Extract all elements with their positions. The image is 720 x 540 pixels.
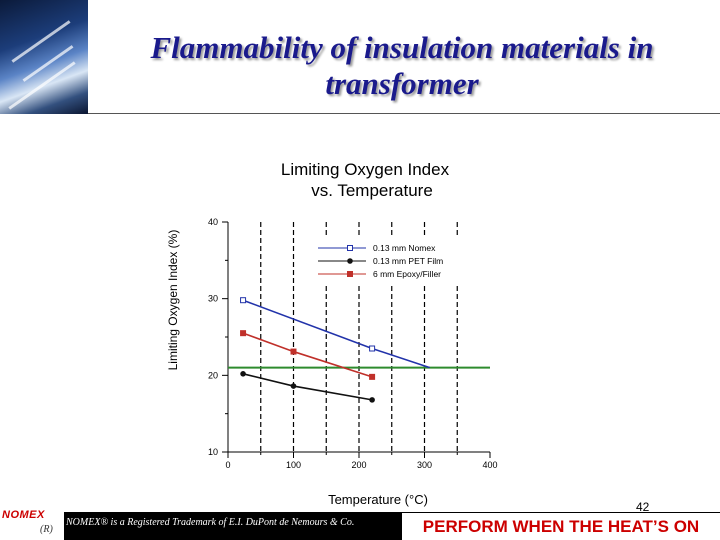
x-tick-label: 400 [482,460,497,470]
trademark-note: NOMEX® is a Registered Trademark of E.I.… [66,517,355,528]
x-tick-label: 300 [417,460,432,470]
series-line-2 [242,373,373,401]
nomex-logo: NOMEX (R) [0,508,64,540]
x-tick-label: 100 [286,460,301,470]
x-tick-label: 0 [225,460,230,470]
y-tick-label: 10 [208,447,218,457]
slide-number: 42 [636,500,650,514]
logo-wordmark: NOMEX [2,509,45,521]
chart-title-line-2: vs. Temperature [311,181,433,200]
data-point-marker [240,371,246,377]
data-point-marker [240,330,247,337]
data-point-marker [369,373,376,380]
data-point-marker [347,245,353,251]
slide-title: Flammability of insulation materials in … [150,30,654,101]
y-tick-label: 40 [208,217,218,227]
series-line-3 [242,332,373,378]
title-divider [88,113,720,114]
data-point-marker [290,383,297,389]
data-point-marker [369,397,375,403]
header-thumbnail-image [0,0,88,114]
series-line-1 [242,299,430,369]
data-point-marker [369,345,376,352]
data-point-marker [347,271,353,277]
data-point-marker [347,258,353,264]
chart-title-line-1: Limiting Oxygen Index [281,160,450,179]
logo-mark: (R) [40,524,53,535]
slogan-banner: PERFORM WHEN THE HEAT’S ON [402,513,720,540]
y-axis-label: Limiting Oxygen Index (%) [166,230,180,371]
data-point-marker [240,297,247,304]
legend-label-3: 6 mm Epoxy/Filler [373,269,441,279]
legend-label-2: 0.13 mm PET Film [373,256,443,266]
legend-box [314,238,460,286]
y-tick-label: 30 [208,294,218,304]
x-tick-label: 200 [351,460,366,470]
legend-label-1: 0.13 mm Nomex [373,243,436,253]
y-tick-label: 20 [208,370,218,380]
x-axis-label: Temperature (°C) [328,492,428,507]
data-point-marker [290,348,297,355]
